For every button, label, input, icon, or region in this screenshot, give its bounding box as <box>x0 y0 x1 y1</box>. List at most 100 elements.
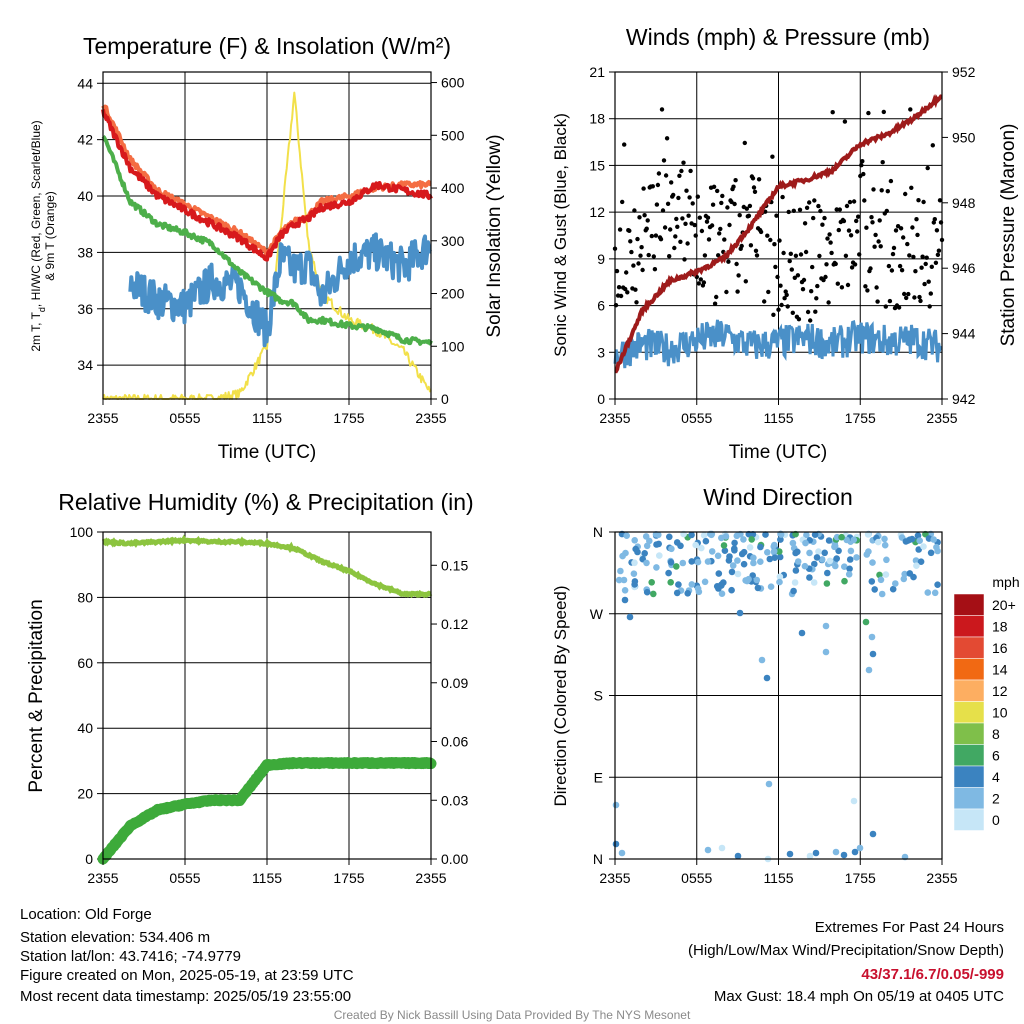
direction-point <box>734 570 742 578</box>
gust-point <box>710 202 716 207</box>
gust-point <box>879 188 884 193</box>
gust-point <box>785 304 790 309</box>
gust-point <box>927 304 932 309</box>
legend-label: 2 <box>992 790 1000 806</box>
direction-point <box>823 580 831 587</box>
direction-point <box>728 568 736 576</box>
direction-point <box>766 555 774 563</box>
gust-point <box>638 253 643 258</box>
gust-point <box>776 307 781 312</box>
gust-point <box>712 301 718 306</box>
gust-point <box>797 207 803 212</box>
direction-point <box>822 622 830 630</box>
gust-point <box>697 215 702 220</box>
legend-label: 18 <box>992 618 1008 634</box>
gust-point <box>695 194 700 199</box>
gust-point <box>756 177 762 182</box>
gust-point <box>814 296 819 301</box>
winds-ytick-label-left: 0 <box>597 391 605 407</box>
gust-point <box>729 199 734 205</box>
direction-point <box>764 549 771 556</box>
gust-point <box>796 317 802 322</box>
gust-point <box>817 253 822 259</box>
gust-point <box>762 299 767 304</box>
gust-point <box>886 263 892 269</box>
direction-xtick-label: 2355 <box>926 870 957 886</box>
direction-point <box>868 633 876 641</box>
direction-point <box>821 549 828 557</box>
humidity-chart-title: Relative Humidity (%) & Precipitation (i… <box>58 489 473 515</box>
gust-point <box>750 176 756 181</box>
direction-point <box>704 846 712 854</box>
gust-point <box>855 229 860 234</box>
gust-point <box>908 107 913 112</box>
gust-point <box>872 244 877 249</box>
gust-point <box>654 202 660 207</box>
direction-point <box>810 579 818 586</box>
gust-point <box>640 267 645 273</box>
direction-point <box>863 551 871 558</box>
temperature-ylabel-right: Solar Insolation (Yellow) <box>484 134 505 337</box>
direction-point <box>726 553 733 560</box>
gust-point <box>803 249 809 255</box>
gust-point <box>645 218 650 223</box>
direction-point <box>700 532 708 539</box>
gust-point <box>685 241 690 246</box>
direction-point <box>728 586 735 594</box>
direction-point <box>920 543 927 550</box>
direction-point <box>930 536 937 543</box>
gust-point <box>801 277 807 283</box>
gust-point <box>624 270 629 275</box>
gust-point <box>781 250 786 256</box>
direction-point <box>653 564 660 571</box>
direction-point <box>776 548 783 555</box>
gust-point <box>714 294 719 300</box>
direction-point <box>617 567 624 575</box>
legend-swatch <box>953 808 985 831</box>
gust-point <box>890 251 896 257</box>
gust-point <box>906 291 911 297</box>
gust-point <box>699 228 705 234</box>
legend-swatch <box>953 636 985 659</box>
gust-point <box>696 281 701 286</box>
gust-point <box>668 227 673 232</box>
gust-point <box>828 240 833 245</box>
gust-point <box>791 208 796 213</box>
humidity-ytick-label-left: 80 <box>77 589 93 605</box>
sonic-wind-line <box>613 319 943 369</box>
gust-point <box>675 224 680 229</box>
gust-point <box>726 259 731 264</box>
gust-point <box>899 268 905 273</box>
humidity-xtick-label: 1155 <box>252 870 282 886</box>
extremes-subtitle: (High/Low/Max Wind/Precipitation/Snow De… <box>688 942 1004 959</box>
direction-point <box>776 573 784 580</box>
gust-point <box>737 213 742 218</box>
gust-point <box>930 143 935 148</box>
humidity-ytick-label-left: 0 <box>85 851 93 867</box>
gust-point <box>789 267 794 272</box>
gust-point <box>618 293 624 299</box>
direction-point <box>631 537 638 544</box>
gust-point <box>702 253 708 258</box>
direction-ytick-label: W <box>590 606 604 622</box>
gust-point <box>863 284 868 289</box>
humidity-ytick-label-left: 20 <box>77 786 93 802</box>
gust-point <box>734 261 739 267</box>
gust-point <box>888 178 894 184</box>
gust-point <box>792 275 797 280</box>
direction-point <box>924 589 932 596</box>
direction-point <box>684 590 691 597</box>
temperature-ytick-label-right: 500 <box>441 127 465 143</box>
direction-point <box>754 584 762 592</box>
gust-point <box>873 232 878 238</box>
gust-point <box>878 244 883 249</box>
direction-point <box>673 563 680 570</box>
gust-point <box>844 203 850 209</box>
gust-point <box>649 233 654 239</box>
gust-point <box>782 296 787 301</box>
gust-point <box>777 238 782 243</box>
precipitation-line <box>97 757 437 865</box>
gust-point <box>903 191 908 197</box>
direction-point <box>631 581 638 588</box>
gust-point <box>788 251 793 256</box>
